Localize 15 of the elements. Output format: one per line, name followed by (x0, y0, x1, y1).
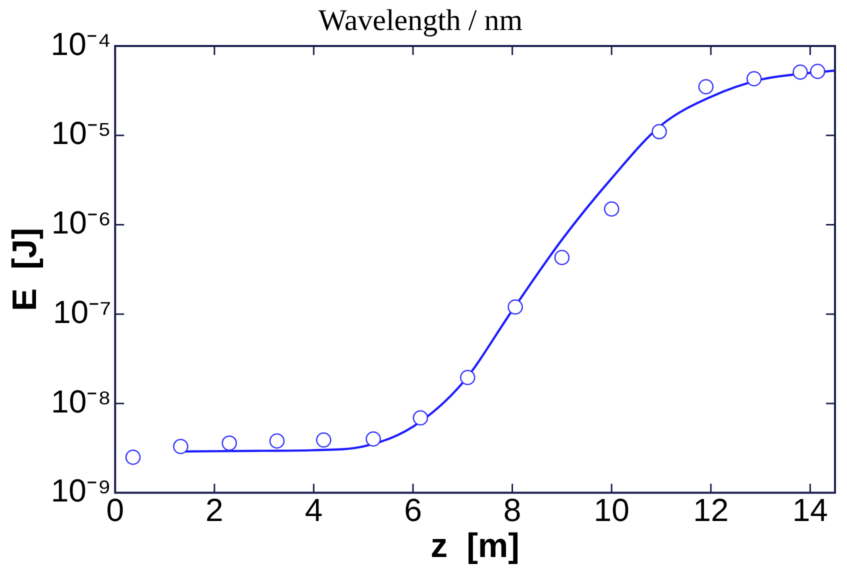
x-tick-label: 4 (304, 492, 323, 528)
x-tick-label: 14 (792, 492, 828, 528)
y-tick-label: 10⁻⁴ (50, 26, 112, 62)
x-tick-label: 10 (594, 492, 630, 528)
y-tick-label: 10⁻⁷ (52, 294, 112, 330)
chart-title: Wavelength / nm (318, 4, 523, 37)
y-tick-label: 10⁻⁸ (51, 383, 112, 420)
x-tick-label: 8 (503, 492, 522, 528)
y-tick-label: 10⁻⁶ (51, 204, 112, 241)
x-axis-title: z [m] (430, 526, 520, 565)
y-tick-label: 10⁻⁵ (51, 115, 112, 152)
x-tick-label: 6 (404, 492, 422, 528)
x-tick-label: 2 (206, 492, 224, 528)
x-tick-label: 12 (693, 492, 729, 528)
y-axis-title: E [J] (6, 228, 44, 311)
